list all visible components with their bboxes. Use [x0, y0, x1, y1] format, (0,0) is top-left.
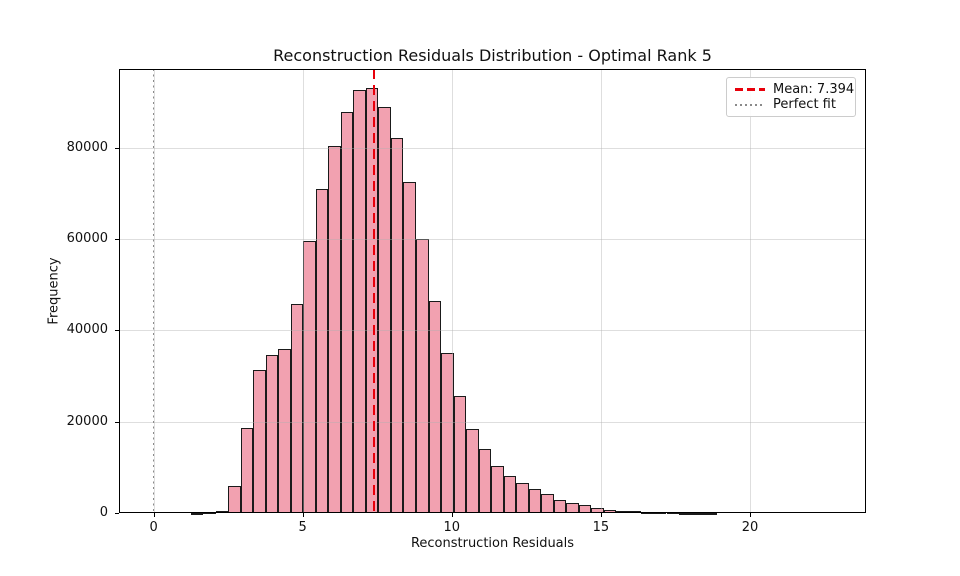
histogram-bar: [416, 239, 429, 513]
grid-line-vertical: [302, 69, 304, 513]
grid-line-horizontal: [119, 421, 866, 423]
histogram-bar: [428, 300, 442, 513]
histogram-bar: [691, 512, 705, 515]
histogram-bar: [516, 482, 529, 513]
histogram-bar: [553, 499, 567, 513]
histogram-bar: [466, 428, 479, 513]
histogram-bar: [340, 112, 354, 513]
histogram-bar: [215, 511, 229, 514]
histogram-bar: [628, 511, 642, 514]
mean-line: [372, 69, 376, 513]
x-tick-label: 20: [741, 520, 759, 535]
histogram-bar: [265, 354, 279, 513]
y-tick-mark: [115, 147, 119, 149]
y-axis-label: Frequency: [46, 257, 62, 325]
histogram-bar: [403, 182, 416, 513]
y-tick-mark: [115, 421, 119, 423]
histogram-bar: [566, 502, 579, 513]
histogram-bar: [679, 512, 692, 515]
histogram-bar: [641, 511, 654, 514]
histogram-bar: [578, 505, 592, 513]
y-tick-mark: [115, 239, 119, 241]
y-tick-mark: [115, 513, 119, 514]
x-tick-mark: [750, 513, 751, 517]
legend-item-perfect-fit: Perfect fit: [735, 97, 847, 112]
grid-line-vertical: [451, 69, 453, 513]
histogram-bar: [541, 494, 554, 513]
histogram-bar: [253, 370, 266, 513]
histogram-bar: [503, 476, 517, 513]
x-axis-label: Reconstruction Residuals: [410, 536, 575, 551]
histogram-bar: [203, 512, 216, 515]
histogram-bar: [666, 512, 680, 515]
histogram-bar: [353, 90, 366, 513]
x-tick-mark: [600, 513, 602, 517]
grid-line-vertical: [600, 69, 602, 513]
histogram-bar: [603, 509, 617, 513]
histogram-bar: [453, 395, 467, 513]
y-tick-mark: [115, 330, 119, 332]
histogram-bar: [390, 137, 404, 513]
histogram-bar: [315, 188, 329, 513]
histogram-bar: [591, 507, 604, 513]
y-tick-label: 20000: [66, 413, 108, 429]
y-tick-label: 0: [99, 505, 108, 520]
histogram-bar: [478, 449, 492, 513]
histogram-bar: [303, 240, 316, 513]
perfect-fit-line: [152, 69, 155, 513]
histogram-bar: [290, 303, 304, 513]
chart-title: Reconstruction Residuals Distribution - …: [273, 46, 712, 65]
legend: Mean: 7.394 Perfect fit: [726, 77, 856, 117]
y-tick-label: 40000: [66, 322, 108, 338]
histogram-bar: [491, 465, 504, 513]
x-tick-label: 0: [149, 520, 158, 535]
histogram-bar: [378, 107, 391, 513]
histogram-bar: [616, 510, 629, 513]
x-tick-mark: [302, 513, 304, 517]
perfect-fit-line-sample: [735, 103, 765, 106]
mean-line-sample: [735, 88, 765, 91]
grid-line-horizontal: [119, 239, 866, 241]
histogram-bar: [653, 512, 667, 515]
legend-label-mean: Mean: 7.394: [773, 82, 855, 97]
legend-label-perfect-fit: Perfect fit: [773, 97, 836, 112]
plot-area: [119, 69, 866, 513]
histogram-bar: [228, 485, 241, 513]
legend-item-mean: Mean: 7.394: [735, 82, 854, 97]
y-tick-label: 60000: [66, 231, 108, 247]
grid-line-horizontal: [119, 330, 866, 332]
x-tick-label: 10: [443, 520, 461, 535]
grid-line-horizontal: [119, 147, 866, 149]
histogram-bar: [190, 512, 204, 515]
x-tick-label: 15: [592, 520, 610, 535]
x-tick-mark: [153, 513, 155, 517]
grid-line-vertical: [750, 69, 751, 513]
histogram-bar: [240, 427, 254, 513]
x-tick-label: 5: [298, 520, 307, 535]
histogram-bar: [528, 488, 542, 513]
x-tick-mark: [451, 513, 453, 517]
y-tick-label: 80000: [66, 139, 108, 155]
histogram-bar: [278, 349, 291, 513]
histogram-bar: [704, 512, 717, 515]
